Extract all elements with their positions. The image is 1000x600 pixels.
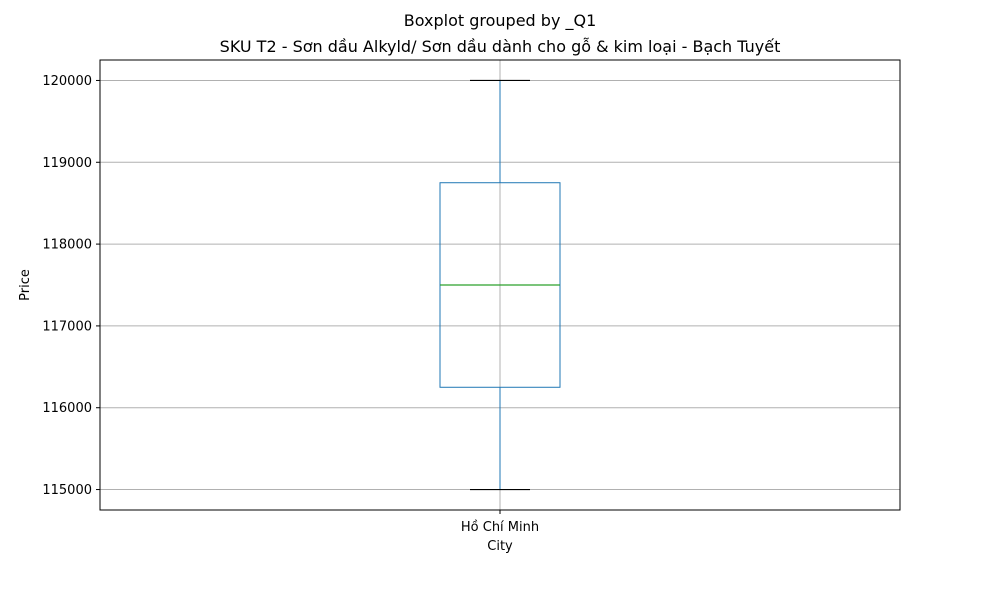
y-tick-label: 117000 (42, 319, 92, 334)
box-0 (439, 79, 561, 491)
x-tick-label: Hồ Chí Minh (461, 520, 539, 535)
y-axis-label: Price (18, 269, 33, 301)
y-tick-label: 115000 (42, 483, 92, 498)
y-tick-label: 116000 (42, 401, 92, 416)
chart-title: SKU T2 - Sơn dầu Alkyld/ Sơn dầu dành ch… (220, 37, 781, 56)
chart-suptitle: Boxplot grouped by _Q1 (404, 11, 597, 31)
y-tick-label: 120000 (42, 74, 92, 89)
y-tick-label: 118000 (42, 238, 92, 253)
plot-area-frame (99, 59, 901, 511)
boxes-group (439, 79, 561, 491)
x-axis-label: City (487, 539, 513, 554)
axis-ticks: 115000 116000 117000 118000 119000 120000 Hồ C… (42, 74, 539, 535)
y-tick-label: 119000 (42, 156, 92, 171)
